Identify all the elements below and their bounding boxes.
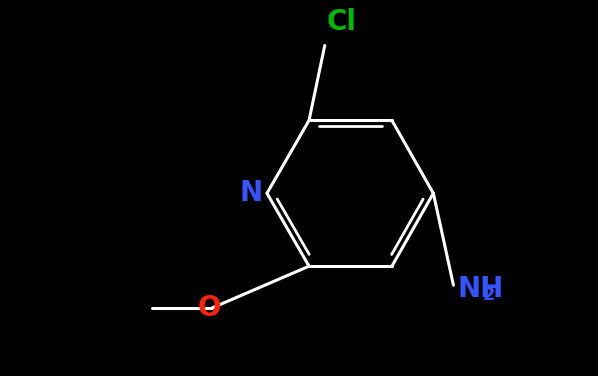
Text: NH: NH (457, 275, 504, 303)
Text: O: O (198, 294, 222, 322)
Text: 2: 2 (483, 285, 495, 303)
Text: N: N (239, 179, 263, 207)
Text: Cl: Cl (327, 8, 356, 36)
